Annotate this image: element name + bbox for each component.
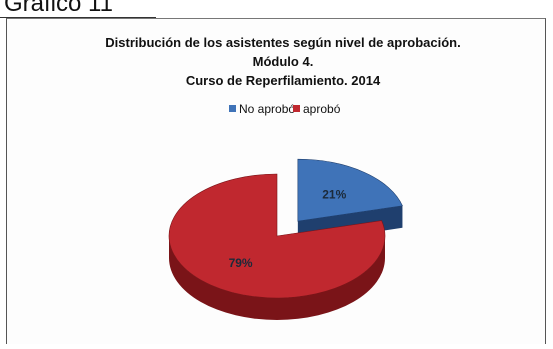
pie-data-label: 21% [322, 187, 346, 201]
chart-title-line: Distribución de los asistentes según niv… [105, 35, 460, 50]
legend-swatch [229, 105, 236, 112]
legend-item-label: aprobó [303, 102, 341, 116]
legend-swatch [293, 105, 300, 112]
pie-plot: 21% 79% [168, 158, 403, 320]
chart-title: Distribución de los asistentes según niv… [105, 35, 460, 88]
pie-data-label: 79% [229, 256, 253, 270]
pie-chart: Distribución de los asistentes según niv… [105, 35, 461, 320]
chart-frame: Distribución de los asistentes según niv… [6, 18, 546, 344]
pie-slice-side [169, 236, 385, 320]
pie-slice [297, 158, 403, 222]
figure-heading: Gráfico 11 [0, 0, 156, 18]
chart-title-line: Módulo 4. [253, 54, 314, 69]
chart-title-line: Curso de Reperfilamiento. 2014 [186, 73, 381, 88]
legend-item-label: No aprobó [239, 102, 295, 116]
pie-slice [168, 173, 386, 299]
chart-legend: No aprobó aprobó [229, 102, 341, 116]
